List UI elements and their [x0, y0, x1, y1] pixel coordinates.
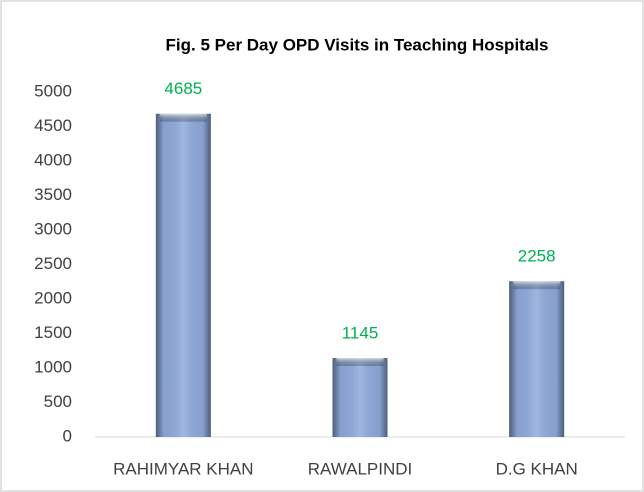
- data-label: 4685: [164, 79, 202, 98]
- bar-shade: [332, 357, 388, 437]
- y-tick-label: 0: [63, 426, 72, 445]
- chart-title: Fig. 5 Per Day OPD Visits in Teaching Ho…: [166, 35, 549, 54]
- bar-shade: [155, 113, 211, 438]
- y-tick-label: 3500: [34, 185, 72, 204]
- y-tick-label: 3000: [34, 219, 72, 238]
- y-tick-label: 4000: [34, 150, 72, 169]
- y-tick-label: 2000: [34, 288, 72, 307]
- data-label: 2258: [518, 247, 556, 266]
- y-tick-label: 1500: [34, 323, 72, 342]
- y-tick-label: 5000: [34, 81, 72, 100]
- x-tick-label: RAWALPINDI: [308, 459, 413, 478]
- y-tick-label: 500: [44, 392, 72, 411]
- bar-cap: [159, 113, 207, 122]
- x-tick-label: D.G KHAN: [496, 459, 578, 478]
- bar-shade: [509, 281, 565, 437]
- bar-cap: [336, 357, 384, 366]
- y-tick-label: 1000: [34, 357, 72, 376]
- y-tick-label: 4500: [34, 116, 72, 135]
- y-tick-label: 2500: [34, 254, 72, 273]
- x-tick-label: RAHIMYAR KHAN: [113, 459, 253, 478]
- bar-cap: [513, 281, 561, 290]
- data-label: 1145: [342, 323, 379, 342]
